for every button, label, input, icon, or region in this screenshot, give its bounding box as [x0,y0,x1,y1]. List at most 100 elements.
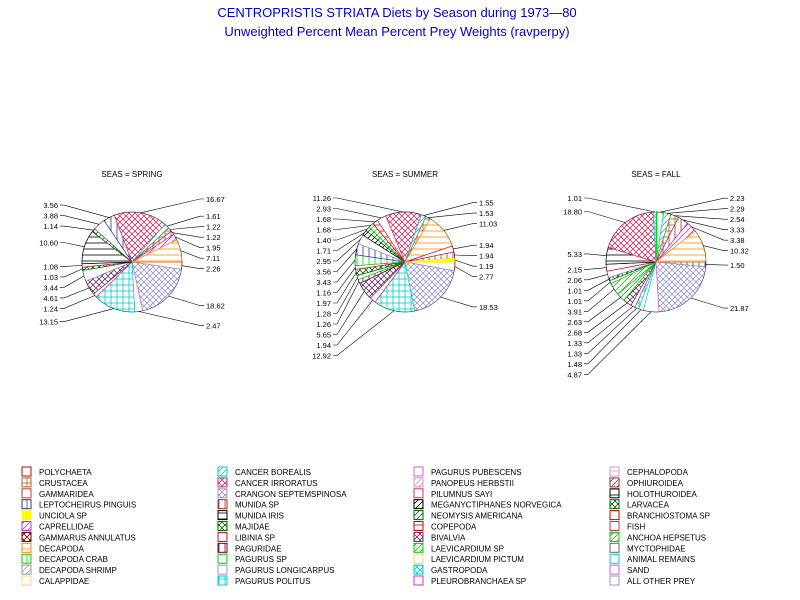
pie-leader-line [333,277,358,314]
pie-leader-line [333,228,368,241]
pie-leader-line [584,309,642,365]
pie-leader-line [333,208,382,219]
legend-swatch [217,488,228,499]
legend-label: BRANCHIOSTOMA SP [627,512,710,521]
legend-item: BIVALVIA [413,531,466,542]
pie-value-label: 3.38 [730,236,745,245]
pie-1: SEAS = SUMMER1.551.5311.031.941.941.192.… [312,170,498,361]
legend-swatch [217,531,228,542]
pie-value-label: 3.88 [43,212,58,221]
legend-swatch [21,466,32,477]
legend-label: OPHIUROIDEA [627,479,684,488]
legend-item: DECAPODA SHRIMP [21,564,117,575]
legend-item: PAGURUS LONGICARPUS [217,564,334,575]
legend-label: DECAPODA CRAB [39,555,108,564]
pie-value-label: 16.67 [206,195,225,204]
pie-outline [354,211,456,313]
pie-leader-line [180,250,204,259]
legend-swatch [609,466,620,477]
pie-value-label: 1.01 [567,286,582,295]
legend-label: MAJIDAE [235,523,270,532]
legend-item: NEOMYSIS AMERICANA [413,510,523,521]
legend-label: FISH [627,523,645,532]
pie-leader-line [584,253,607,256]
pie-leader-line [584,281,611,302]
pie-leader-line [443,223,477,231]
pie-value-label: 11.03 [479,220,497,229]
legend-label: CANCER IRRORATUS [235,479,318,488]
pie-value-label: 2.77 [479,273,494,282]
legend-item: LARVACEA [609,499,670,510]
pie-value-label: 1.22 [206,223,221,232]
pie-leader-line [691,226,728,241]
pie-outline [605,211,707,313]
legend-item: CRANGON SEPTEMSPINOSA [217,488,347,499]
pie-value-label: 1.08 [43,262,58,271]
legend-item: PAGURIDAE [217,542,282,553]
pie-value-label: 1.26 [316,320,331,329]
legend-swatch [609,531,620,542]
legend-item: MEGANYCTIPHANES NORVEGICA [413,499,562,510]
pie-leader-line [333,232,365,251]
pie-value-label: 11.26 [313,194,331,203]
legend-item: OPHIUROIDEA [609,477,684,488]
pie-leader-line [60,204,110,218]
pie-value-label: 1.01 [567,297,582,306]
legend-label: PAGURUS PUBESCENS [431,468,522,477]
legend-swatch [21,510,32,521]
legend-label: PAGURIDAE [235,544,282,553]
pie-value-label: 3.44 [43,283,58,292]
legend-swatch [609,488,620,499]
pie-value-label: 1.53 [479,209,494,218]
legend-item: COPEPODA [413,521,477,532]
pie-leader-line [333,291,365,335]
pie-leader-line [584,297,621,323]
legend-label: ALL OTHER PREY [627,577,696,586]
pie-value-label: 2.15 [567,265,582,274]
pie-leader-line [333,281,360,325]
legend-label: MUNIDA SP [235,501,279,510]
pie-value-label: 3.33 [730,226,745,235]
pies-layer: SEAS = SPRING 16.67 1.61 1.221.22 1.957.11 2.… [39,170,749,379]
pie-value-label: 2.06 [567,276,582,285]
legend-label: LIBINIA SP [235,533,275,542]
legend-swatch [217,477,228,488]
pie-value-label: 2.29 [730,205,745,214]
pie-value-label: 1.24 [43,304,58,313]
legend-swatch [609,499,620,510]
pie-leader-line [60,275,85,288]
legend-label: PANOPEUS HERBSTII [431,479,514,488]
legend-swatch [21,488,32,499]
legend-item: DECAPODA [21,542,85,553]
legend-swatch [609,542,620,553]
pie-leader-line [584,307,637,354]
pie-leader-line [333,225,372,230]
pie-outline [81,211,183,313]
pie-value-label: 1.19 [479,262,494,271]
pie-leader-line [168,295,204,306]
pie-leader-line [440,296,477,308]
chart-title: CENTROPRISTIS STRIATA Diets by Season du… [217,5,576,20]
pie-leader-line [60,215,100,225]
legend-item: GAMMARIDEA [21,488,94,499]
pie-leader-line [428,212,477,218]
pie-leader-line [453,244,477,250]
chart-subtitle: Unweighted Percent Mean Percent Prey Wei… [224,24,569,39]
pie-value-label: 3.91 [567,307,582,316]
pie-leader-line [181,265,204,270]
legend-item: CEPHALOPODA [609,466,689,477]
pie-value-label: 1.22 [206,233,221,242]
pie-leader-line [690,297,728,309]
legend-swatch [21,521,32,531]
pie-leader-line [423,202,477,216]
legend-swatch [413,510,424,521]
pie-value-label: 1.68 [316,226,331,235]
pie-label: SEAS = SPRING [101,170,162,179]
legend-label: CEPHALOPODA [627,468,689,477]
legend-swatch [413,521,424,531]
legend-label: DECAPODA [39,544,85,553]
pie-value-label: 2.47 [206,321,221,330]
legend-item: HOLOTHUROIDEA [609,488,697,499]
legend-item: CANCER IRRORATUS [217,477,318,488]
